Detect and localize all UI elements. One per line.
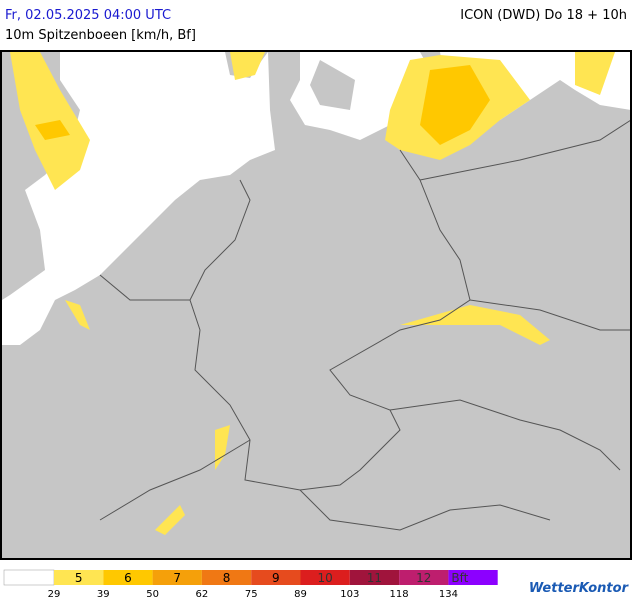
legend-swatch <box>448 570 498 585</box>
legend-class-label: Bft <box>451 571 468 585</box>
legend-class-label: 5 <box>75 571 83 585</box>
model-run: ICON (DWD) Do 18 + 10h <box>460 8 627 23</box>
legend-class-label: 7 <box>173 571 181 585</box>
variable: 10m Spitzenboeen [km/h, Bf] <box>5 28 196 43</box>
datetime: Fr, 02.05.2025 04:00 UTC <box>5 8 171 23</box>
legend-threshold: 75 <box>245 589 258 600</box>
legend-class-label: 6 <box>124 571 132 585</box>
legend-class-label: 8 <box>223 571 231 585</box>
legend-threshold: 118 <box>390 589 409 600</box>
legend-swatch <box>152 570 202 585</box>
legend-threshold: 50 <box>146 589 159 600</box>
legend-threshold: 29 <box>48 589 61 600</box>
map <box>0 50 632 560</box>
legend-class-label: 12 <box>416 571 431 585</box>
legend-swatch <box>54 570 104 585</box>
legend-class-label: 11 <box>367 571 382 585</box>
legend-swatch <box>399 570 449 585</box>
logo: WetterKontor <box>529 581 630 596</box>
legend-threshold: 39 <box>97 589 110 600</box>
legend-class-label: 9 <box>272 571 280 585</box>
legend-threshold: 62 <box>196 589 209 600</box>
legend-threshold: 103 <box>340 589 359 600</box>
legend-swatch <box>103 570 153 585</box>
legend-swatch <box>349 570 400 585</box>
legend-swatch <box>251 570 301 585</box>
legend-swatch <box>300 570 350 585</box>
legend-threshold: 89 <box>294 589 307 600</box>
legend-class-label: 10 <box>318 571 333 585</box>
legend-swatch <box>201 570 252 585</box>
legend-threshold: 134 <box>439 589 458 600</box>
